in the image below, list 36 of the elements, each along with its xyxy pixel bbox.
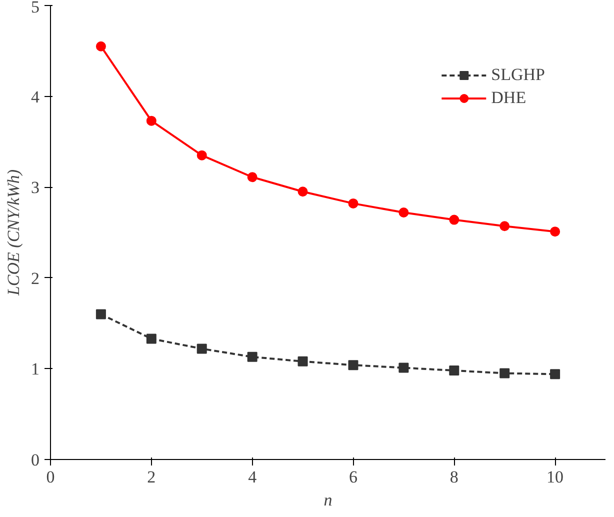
x-tick-label: 2 (147, 468, 156, 486)
point (247, 352, 258, 362)
x-axis-title: n (324, 490, 332, 510)
y-axis-title: LCOE (CNY/kWh) (4, 169, 23, 297)
point (196, 344, 207, 354)
point (348, 198, 358, 208)
point (500, 221, 510, 232)
y-tick-label: 3 (31, 178, 40, 198)
y-tick-label: 2 (31, 268, 40, 288)
x-tick-label: 6 (348, 468, 358, 486)
point (348, 360, 358, 370)
y-tick-label: 4 (31, 87, 40, 106)
point (398, 208, 409, 218)
point (146, 116, 156, 126)
y-tick-label: 0 (31, 450, 40, 470)
point (196, 150, 207, 160)
x-tick-label: 0 (46, 468, 55, 486)
point (398, 362, 409, 373)
point (500, 368, 510, 378)
x-tick-label: 10 (546, 468, 564, 486)
x-tick-label: 8 (450, 468, 458, 486)
point (247, 172, 258, 182)
point (449, 366, 460, 376)
y-tick-label: 5 (31, 0, 40, 16)
point (146, 334, 156, 344)
point (96, 309, 106, 320)
legend-label: SLGHP (491, 65, 545, 85)
point (298, 356, 308, 366)
legend-label: DHE (491, 88, 526, 108)
x-tick-label: 4 (248, 468, 258, 486)
point (449, 214, 460, 225)
point (550, 369, 560, 380)
point (550, 226, 560, 237)
y-tick-label: 1 (31, 360, 40, 379)
point (96, 41, 106, 52)
point (298, 186, 308, 197)
